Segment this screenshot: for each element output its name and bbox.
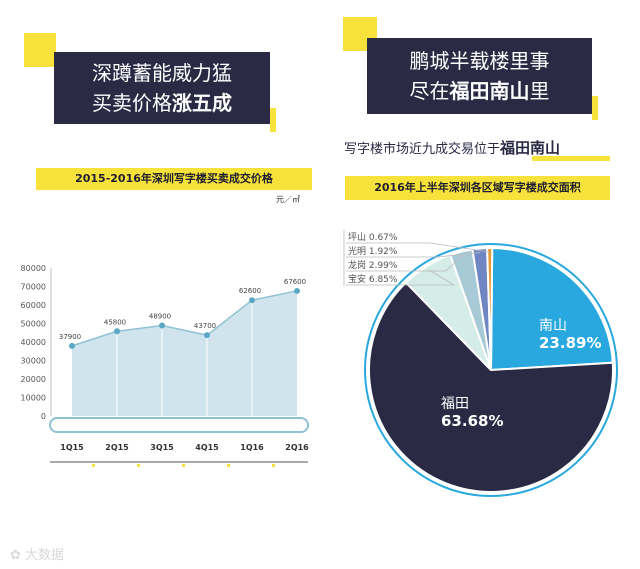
left-title-line2: 买卖价格涨五成 — [92, 91, 232, 115]
tagline-underline — [532, 156, 610, 161]
leader-line — [346, 242, 490, 253]
axis-base — [49, 417, 309, 433]
data-point — [249, 297, 255, 304]
series-line — [71, 290, 298, 347]
data-label: 37900 — [59, 333, 81, 341]
y-tick-label: 30000 — [21, 357, 46, 366]
y-tick-label: 0 — [41, 412, 46, 421]
x-tick-label: 1Q15 — [60, 443, 84, 452]
pie-ring — [364, 243, 618, 497]
title-accent-left — [24, 33, 56, 67]
slice-value: 23.89% — [539, 334, 601, 352]
slice-value: 63.68% — [441, 412, 503, 430]
right-title-line1: 鹏城半载楼里事 — [409, 49, 550, 73]
data-point — [204, 332, 210, 339]
leader-line — [346, 252, 481, 258]
leader-line — [346, 269, 456, 286]
x-tick-label: 2Q16 — [285, 443, 309, 452]
y-tick-label: 80000 — [21, 264, 46, 273]
data-point — [294, 287, 300, 294]
data-point — [159, 322, 165, 329]
data-point — [114, 328, 120, 335]
right-title-line2: 尽在福田南山里 — [409, 79, 550, 103]
y-tick-label: 10000 — [21, 394, 46, 403]
right-chart-title: 2016年上半年深圳各区域写字楼成交面积 — [345, 176, 610, 200]
y-tick-label: 20000 — [21, 375, 46, 384]
outer-slice-label: 宝安 6.85% — [348, 273, 398, 285]
y-tick-label: 70000 — [21, 283, 46, 292]
data-point — [69, 342, 75, 349]
data-label: 62600 — [239, 287, 261, 295]
bottom-tick — [92, 464, 95, 467]
x-tick-label: 3Q15 — [150, 443, 174, 452]
x-tick-label: 4Q15 — [195, 443, 219, 452]
slice-label: 南山 — [539, 318, 567, 334]
data-label: 43700 — [194, 322, 216, 330]
tagline: 写字楼市场近九成交易位于福田南山 — [344, 139, 561, 157]
pie-slice — [489, 246, 614, 372]
pie-slice — [486, 247, 494, 371]
left-chart-unit: 元／㎡ — [276, 195, 300, 204]
right-title: 鹏城半载楼里事 尽在福田南山里 — [367, 38, 592, 114]
bottom-tick — [137, 464, 140, 467]
bottom-tick — [182, 464, 185, 467]
y-tick-label: 60000 — [21, 301, 46, 310]
data-label: 67600 — [284, 278, 306, 286]
title-accent-left-right — [270, 108, 276, 132]
leader-line — [346, 255, 463, 272]
bottom-tick — [272, 464, 275, 467]
outer-slice-label: 龙岗 2.99% — [348, 259, 398, 271]
left-title-line1: 深蹲蓄能威力猛 — [92, 61, 232, 85]
x-tick-label: 2Q15 — [105, 443, 129, 452]
left-chart-title: 2015-2016年深圳写字楼买卖成交价格 — [36, 168, 312, 190]
area-fill — [72, 290, 297, 416]
slice-label: 福田 — [441, 396, 469, 412]
y-tick-label: 50000 — [21, 320, 46, 329]
left-title: 深蹲蓄能威力猛 买卖价格涨五成 — [54, 52, 270, 124]
title-accent-right-right — [592, 96, 598, 120]
outer-slice-label: 坪山 0.67% — [348, 232, 398, 243]
bottom-tick — [227, 464, 230, 467]
data-label: 48900 — [149, 313, 171, 321]
pie-slice — [368, 281, 614, 493]
outer-slice-label: 光明 1.92% — [348, 245, 398, 257]
y-tick-label: 40000 — [21, 338, 46, 347]
data-label: 45800 — [104, 318, 126, 326]
watermark: ✿ 大数据 — [10, 548, 65, 563]
price-area-chart: 0 10000 20000 30000 40000 50000 60000 70000 8000… — [21, 264, 309, 467]
x-tick-label: 1Q16 — [240, 443, 264, 452]
